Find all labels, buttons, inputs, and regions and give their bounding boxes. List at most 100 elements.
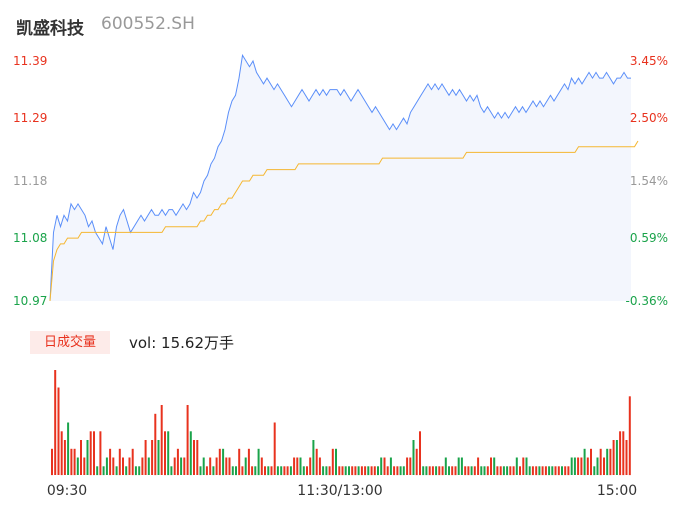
volume-bar	[296, 457, 299, 475]
volume-bar	[96, 466, 99, 476]
average-line	[49, 140, 639, 302]
volume-bar	[509, 466, 512, 476]
volume-bar	[454, 466, 457, 476]
volume-bar	[299, 457, 302, 475]
price-area	[50, 55, 631, 301]
volume-bar	[448, 466, 450, 476]
volume-tab[interactable]: 日成交量	[30, 331, 110, 354]
y-tick-left: 11.29	[13, 111, 47, 125]
volume-bar	[70, 448, 73, 476]
volume-bar	[399, 466, 402, 476]
volume-bar	[464, 466, 467, 476]
volume-bar	[193, 440, 195, 475]
volume-bar	[603, 457, 605, 475]
volume-bar	[215, 457, 218, 475]
volume-bar	[160, 405, 163, 475]
volume-bar	[57, 387, 60, 475]
volume-bar	[176, 448, 179, 476]
volume-bar	[606, 448, 609, 476]
volume-bar	[583, 448, 586, 476]
volume-bar	[99, 431, 102, 476]
volume-bar	[76, 457, 79, 475]
volume-bar	[302, 466, 305, 476]
volume-bar	[431, 466, 434, 476]
volume-bar	[238, 448, 241, 476]
volume-bar	[196, 440, 199, 475]
volume-bar	[73, 448, 76, 476]
volume-bar	[157, 440, 160, 475]
volume-bar	[525, 457, 528, 475]
volume-bar	[154, 413, 157, 476]
volume-bar	[318, 457, 321, 475]
volume-bar	[180, 457, 183, 475]
volume-bar	[260, 457, 263, 475]
volume-bar	[247, 448, 250, 476]
volume-bar	[435, 466, 438, 476]
volume-bar	[535, 466, 538, 476]
volume-bar	[225, 457, 228, 475]
volume-bar	[544, 466, 547, 476]
volume-bar	[151, 440, 154, 475]
volume-bar	[451, 466, 454, 476]
y-tick-right: 1.54%	[630, 174, 668, 188]
volume-bar	[554, 466, 557, 476]
y-tick-left: 11.08	[13, 231, 47, 245]
volume-bar	[438, 466, 441, 476]
volume-bar	[273, 422, 276, 475]
volume-bar	[467, 466, 470, 476]
volume-bar	[628, 396, 631, 476]
volume-bar	[83, 457, 86, 475]
volume-bar	[189, 431, 192, 476]
volume-bar	[322, 466, 325, 476]
volume-bar	[325, 466, 328, 476]
volume-bar	[373, 466, 376, 476]
stock-code: 600552.SH	[101, 14, 195, 34]
volume-bar	[105, 457, 108, 475]
volume-bar	[270, 466, 273, 476]
volume-bar	[335, 448, 337, 476]
volume-bar	[67, 422, 70, 475]
volume-bar	[412, 440, 415, 475]
volume-bar	[528, 466, 531, 476]
volume-bar	[360, 466, 363, 476]
volume-bar	[470, 466, 473, 476]
volume-bar	[567, 466, 570, 476]
volume-bar	[276, 466, 279, 476]
volume-bar	[251, 466, 254, 476]
y-tick-right: 3.45%	[630, 54, 668, 68]
volume-bar	[202, 457, 205, 475]
volume-bar	[570, 457, 573, 475]
volume-bar	[541, 466, 544, 476]
volume-bar	[483, 466, 486, 476]
volume-bar	[289, 466, 292, 476]
volume-bar	[144, 440, 147, 475]
volume-bar	[496, 466, 499, 476]
volume-bar	[393, 466, 396, 476]
volume-bar	[370, 466, 373, 476]
volume-bar	[422, 466, 425, 476]
volume-bar	[531, 466, 534, 476]
volume-bar	[389, 457, 392, 475]
volume-bar	[499, 466, 502, 476]
volume-bar	[609, 448, 612, 476]
volume-bar	[293, 457, 296, 475]
volume-bar	[351, 466, 354, 476]
volume-bar	[593, 466, 596, 476]
volume-bar	[557, 466, 560, 476]
volume-bar	[173, 457, 176, 475]
y-tick-left: 11.18	[13, 174, 47, 188]
volume-bar	[122, 457, 124, 475]
volume-bar	[473, 466, 476, 476]
volume-bar	[590, 448, 592, 476]
volume-bar	[548, 466, 551, 476]
volume-bar	[315, 448, 318, 476]
volume-bar	[115, 466, 118, 476]
x-tick: 09:30	[47, 483, 87, 499]
volume-bar	[344, 466, 347, 476]
volume-bar	[128, 457, 131, 475]
volume-bar	[51, 448, 53, 476]
volume-bar	[54, 370, 57, 475]
volume-bar	[380, 457, 383, 475]
volume-bar	[415, 448, 418, 476]
